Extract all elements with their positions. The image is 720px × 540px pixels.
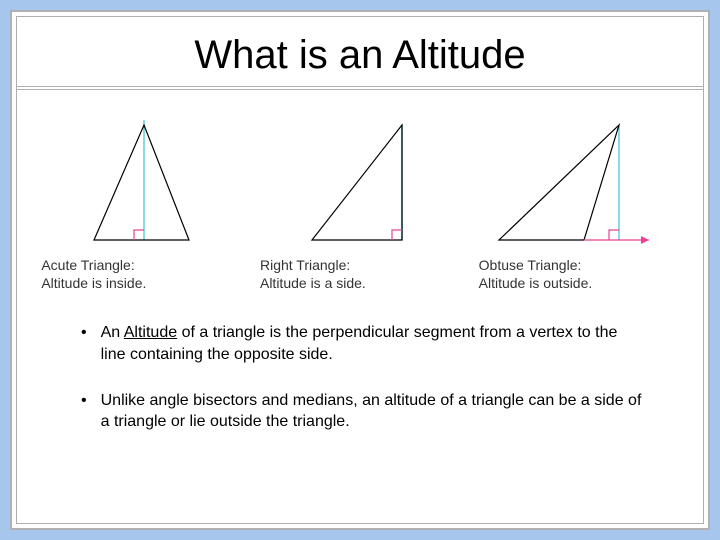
slide-title: What is an Altitude (17, 33, 703, 78)
bullet-1-text: An Altitude of a triangle is the perpend… (101, 322, 643, 365)
acute-name: Acute Triangle: (41, 257, 134, 273)
acute-triangle-svg (59, 120, 224, 250)
triangle-outline (94, 125, 189, 240)
obtuse-label: Obtuse Triangle: Altitude is outside. (479, 256, 679, 292)
right-name: Right Triangle: (260, 257, 350, 273)
bullet-dot-icon: • (81, 322, 87, 344)
right-triangle-svg (282, 120, 437, 250)
slide-outer-frame: What is an Altitude Acute Triangle: Alti… (10, 10, 710, 530)
bullet-2: • Unlike angle bisectors and medians, an… (77, 390, 643, 433)
bullet-1: • An Altitude of a triangle is the perpe… (77, 322, 643, 365)
bullet-1-prefix: An (101, 324, 124, 341)
triangle-outline (499, 125, 619, 240)
obtuse-name: Obtuse Triangle: (479, 257, 582, 273)
obtuse-triangle-svg (489, 120, 669, 250)
obtuse-desc: Altitude is outside. (479, 275, 593, 291)
obtuse-triangle-diagram: Obtuse Triangle: Altitude is outside. (479, 120, 679, 292)
acute-triangle-diagram: Acute Triangle: Altitude is inside. (41, 120, 241, 292)
bullet-1-keyword: Altitude (124, 324, 177, 341)
bullet-list: • An Altitude of a triangle is the perpe… (77, 322, 643, 432)
right-angle-marker (392, 230, 402, 240)
triangle-outline (312, 125, 402, 240)
title-divider-1 (17, 86, 703, 87)
acute-desc: Altitude is inside. (41, 275, 146, 291)
diagram-row: Acute Triangle: Altitude is inside. Righ… (37, 120, 683, 292)
bullet-2-text: Unlike angle bisectors and medians, an a… (101, 390, 643, 433)
right-angle-marker (609, 230, 619, 240)
title-divider-2 (17, 89, 703, 90)
acute-label: Acute Triangle: Altitude is inside. (41, 256, 241, 292)
right-label: Right Triangle: Altitude is a side. (260, 256, 460, 292)
right-triangle-diagram: Right Triangle: Altitude is a side. (260, 120, 460, 292)
right-desc: Altitude is a side. (260, 275, 366, 291)
arrow-head-icon (641, 236, 649, 244)
right-angle-marker (134, 230, 144, 240)
bullet-1-rest: of a triangle is the perpendicular segme… (101, 324, 618, 363)
bullet-dot-icon: • (81, 390, 87, 412)
slide-inner-frame: What is an Altitude Acute Triangle: Alti… (16, 16, 704, 524)
